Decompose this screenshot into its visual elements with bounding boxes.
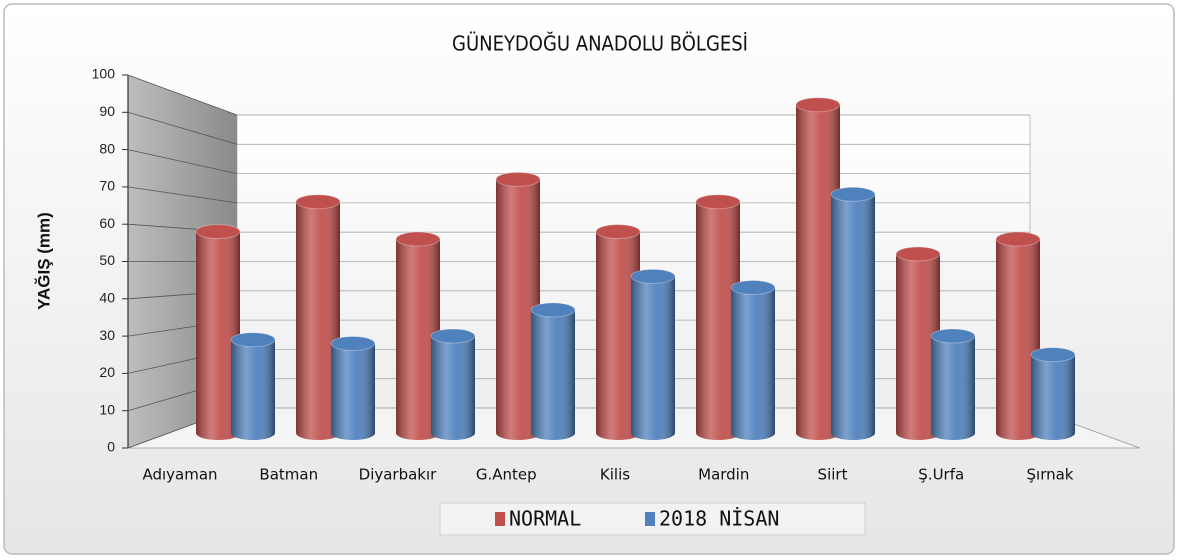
bar-top xyxy=(195,224,241,240)
y-axis-label: YAĞIŞ (mm) xyxy=(34,212,53,310)
bar-shade xyxy=(496,179,540,441)
bar-shade xyxy=(196,231,240,440)
bar-top xyxy=(830,186,876,202)
grid-line xyxy=(127,111,238,145)
bar-shade xyxy=(831,194,875,440)
bar-top xyxy=(895,246,941,262)
y-tick-label: 30 xyxy=(99,327,115,343)
bar-shade xyxy=(596,231,640,440)
y-tick-label: 20 xyxy=(99,364,115,380)
bar-shade xyxy=(331,343,375,440)
x-tick-label: Siirt xyxy=(818,466,848,484)
bar-shade xyxy=(896,253,940,440)
bar-shade xyxy=(1031,354,1075,440)
y-tick-label: 60 xyxy=(99,215,115,231)
y-tick-label: 80 xyxy=(99,140,115,156)
y-tick-label: 90 xyxy=(99,103,115,119)
legend-swatch xyxy=(645,512,655,526)
y-tick-label: 100 xyxy=(92,66,116,82)
x-tick-label: Kilis xyxy=(600,466,630,484)
legend-label: 2018 NİSAN xyxy=(659,507,779,531)
bar-top xyxy=(395,231,441,247)
legend-box xyxy=(439,502,866,536)
bar-shade xyxy=(696,201,740,440)
bar-top xyxy=(1030,347,1076,363)
chart-title: GÜNEYDOĞU ANADOLU BÖLGESİ xyxy=(452,32,748,56)
bar-top xyxy=(930,328,976,344)
bar-top xyxy=(430,328,476,344)
x-tick-label: Batman xyxy=(259,466,318,484)
bar-shade xyxy=(996,239,1040,440)
bar-shade xyxy=(231,339,275,440)
y-tick-label: 0 xyxy=(107,439,115,455)
x-tick-label: Diyarbakır xyxy=(359,466,438,484)
y-tick-label: 40 xyxy=(99,290,115,306)
grid-line xyxy=(127,186,238,204)
bar-shade xyxy=(296,201,340,440)
legend-label: NORMAL xyxy=(509,507,581,531)
bar-top xyxy=(495,171,541,187)
bar-top xyxy=(595,224,641,240)
bar-top xyxy=(530,302,576,318)
bar-top xyxy=(730,280,776,296)
y-tick-label: 50 xyxy=(99,252,115,268)
bar-shade xyxy=(731,287,775,440)
y-tick-label: 10 xyxy=(99,401,115,417)
bar-top xyxy=(230,332,276,348)
x-tick-label: Mardin xyxy=(698,466,749,484)
grid-line xyxy=(127,74,238,116)
bar-shade xyxy=(631,276,675,440)
bar-top xyxy=(695,194,741,210)
bar-shade xyxy=(396,239,440,440)
x-tick-label: G.Antep xyxy=(476,466,537,484)
bar-shade xyxy=(931,336,975,440)
grid-line xyxy=(127,149,238,174)
bar-shade xyxy=(796,104,840,440)
bar-top xyxy=(995,231,1041,247)
bar-shade xyxy=(531,309,575,440)
x-tick-label: Adıyaman xyxy=(142,466,217,484)
x-tick-label: Ş.Urfa xyxy=(918,466,964,484)
legend-swatch xyxy=(495,512,505,526)
bar-shade xyxy=(431,336,475,440)
y-tick-label: 70 xyxy=(99,178,115,194)
bar-top xyxy=(630,268,676,284)
bar-top xyxy=(295,194,341,210)
bar-top xyxy=(330,335,376,351)
x-tick-label: Şırnak xyxy=(1027,466,1074,484)
bar-top xyxy=(795,97,841,113)
